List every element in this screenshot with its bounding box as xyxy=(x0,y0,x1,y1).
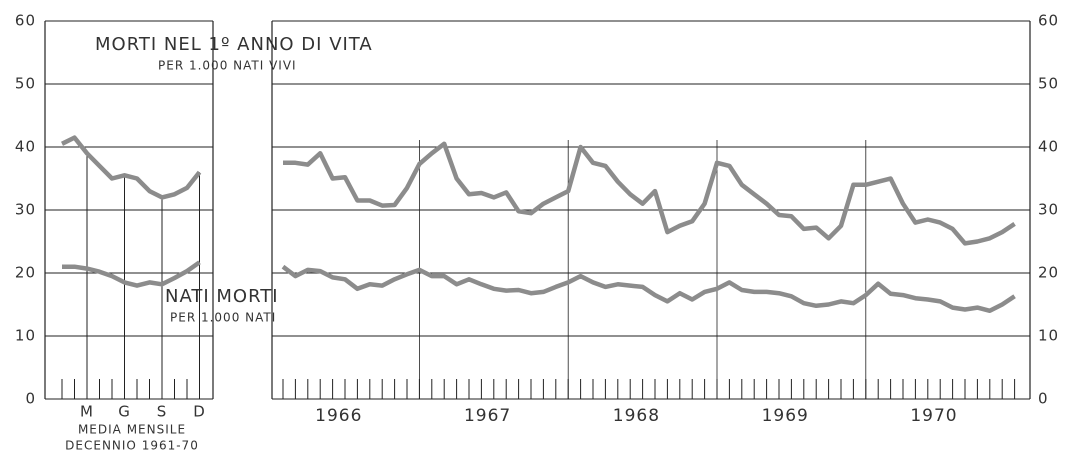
y-tick-label: 0 xyxy=(25,390,36,408)
x-tick-label: D xyxy=(193,403,206,421)
y-tick-label: 10 xyxy=(15,327,36,345)
x-tick-label: S xyxy=(157,403,168,421)
y-tick-label: 40 xyxy=(15,138,36,156)
y-tick-label: 30 xyxy=(15,201,36,219)
series-sublabel: PER 1.000 NATI xyxy=(170,311,276,325)
series-line xyxy=(62,260,201,288)
x-axis-label: MEDIA MENSILE xyxy=(78,423,186,437)
y-tick-label: 50 xyxy=(1038,75,1059,93)
y-tick-label: 0 xyxy=(1038,390,1049,408)
x-tick-label: 1967 xyxy=(464,406,511,426)
series-line xyxy=(61,135,202,200)
x-tick-label: 1966 xyxy=(315,406,362,426)
y-tick-label: 60 xyxy=(1038,12,1059,30)
x-tick-label: 1968 xyxy=(613,406,660,426)
series-line xyxy=(281,264,1016,314)
y-tick-label: 20 xyxy=(15,264,36,282)
x-axis-label: DECENNIO 1961-70 xyxy=(65,439,199,453)
y-tick-label: 10 xyxy=(1038,327,1059,345)
x-tick-label: M xyxy=(80,403,94,421)
series-label: MORTI NEL 1º ANNO DI VITA xyxy=(95,34,373,55)
series-label: NATI MORTI xyxy=(165,286,279,307)
x-tick-label: G xyxy=(118,403,131,421)
x-tick-label: 1969 xyxy=(762,406,809,426)
y-tick-label: 40 xyxy=(1038,138,1059,156)
y-tick-label: 60 xyxy=(15,12,36,30)
x-tick-label: 1970 xyxy=(910,406,957,426)
y-tick-label: 30 xyxy=(1038,201,1059,219)
series-line xyxy=(283,141,1016,246)
y-tick-label: 20 xyxy=(1038,264,1059,282)
series-sublabel: PER 1.000 NATI VIVI xyxy=(158,59,297,73)
y-tick-label: 50 xyxy=(15,75,36,93)
